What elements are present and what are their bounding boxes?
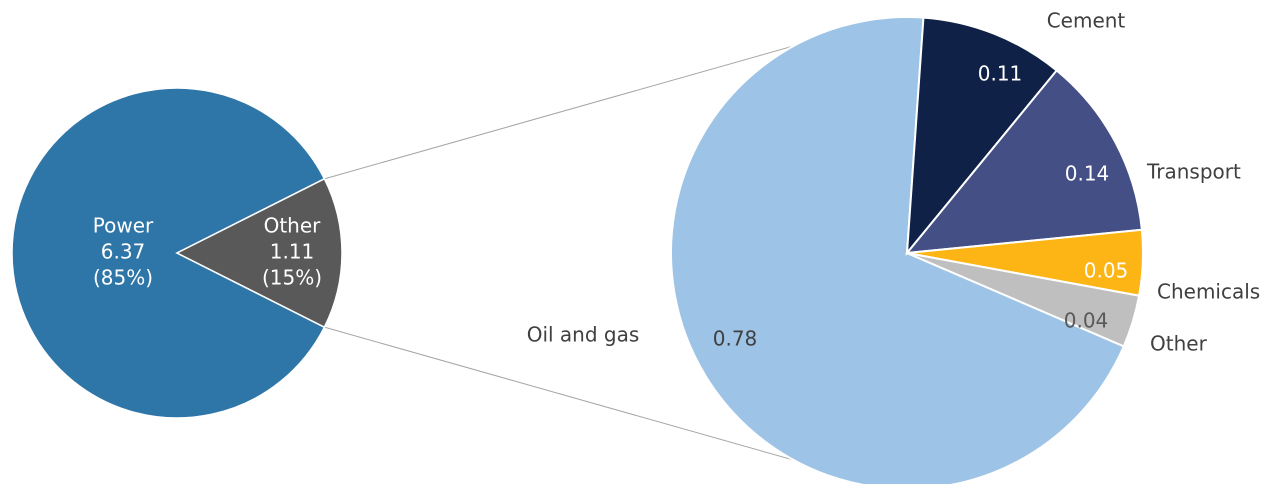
label-power-line-3: (85%)	[93, 266, 153, 290]
slice-oil-and-gas-secondary	[670, 16, 1126, 484]
label-other-primary-line-1: Other	[264, 214, 322, 238]
slice-power-primary	[11, 87, 326, 419]
label-power-line-2: 6.37	[101, 240, 146, 264]
label-power: Power 6.37 (85%)	[93, 214, 154, 290]
slice-cement-secondary	[905, 16, 1059, 257]
value-label-transport-secondary: 0.14	[1065, 162, 1110, 186]
label-other-primary-line-3: (15%)	[262, 266, 322, 290]
slice-other-primary	[175, 177, 343, 329]
value-label-oil-and-gas-secondary: 0.78	[713, 327, 758, 351]
category-label-other-secondary: Other	[1150, 332, 1208, 356]
slice-other-secondary	[906, 252, 1141, 348]
slice-transport-secondary	[904, 69, 1143, 255]
primary-pie	[11, 87, 343, 419]
label-power-line-1: Power	[93, 214, 154, 238]
value-label-chemicals-secondary: 0.05	[1084, 259, 1129, 283]
value-label-cement-secondary: 0.11	[978, 62, 1023, 86]
category-label-chemicals-secondary: Chemicals	[1157, 280, 1260, 304]
value-label-other-secondary: 0.04	[1064, 309, 1109, 333]
label-other-primary-line-2: 1.11	[270, 240, 315, 264]
category-label-cement-secondary: Cement	[1047, 9, 1126, 33]
label-other-primary: Other 1.11 (15%)	[262, 214, 322, 290]
secondary-pie	[670, 16, 1144, 484]
category-label-oil-and-gas-secondary: Oil and gas	[527, 323, 640, 347]
category-label-transport-secondary: Transport	[1146, 160, 1241, 184]
